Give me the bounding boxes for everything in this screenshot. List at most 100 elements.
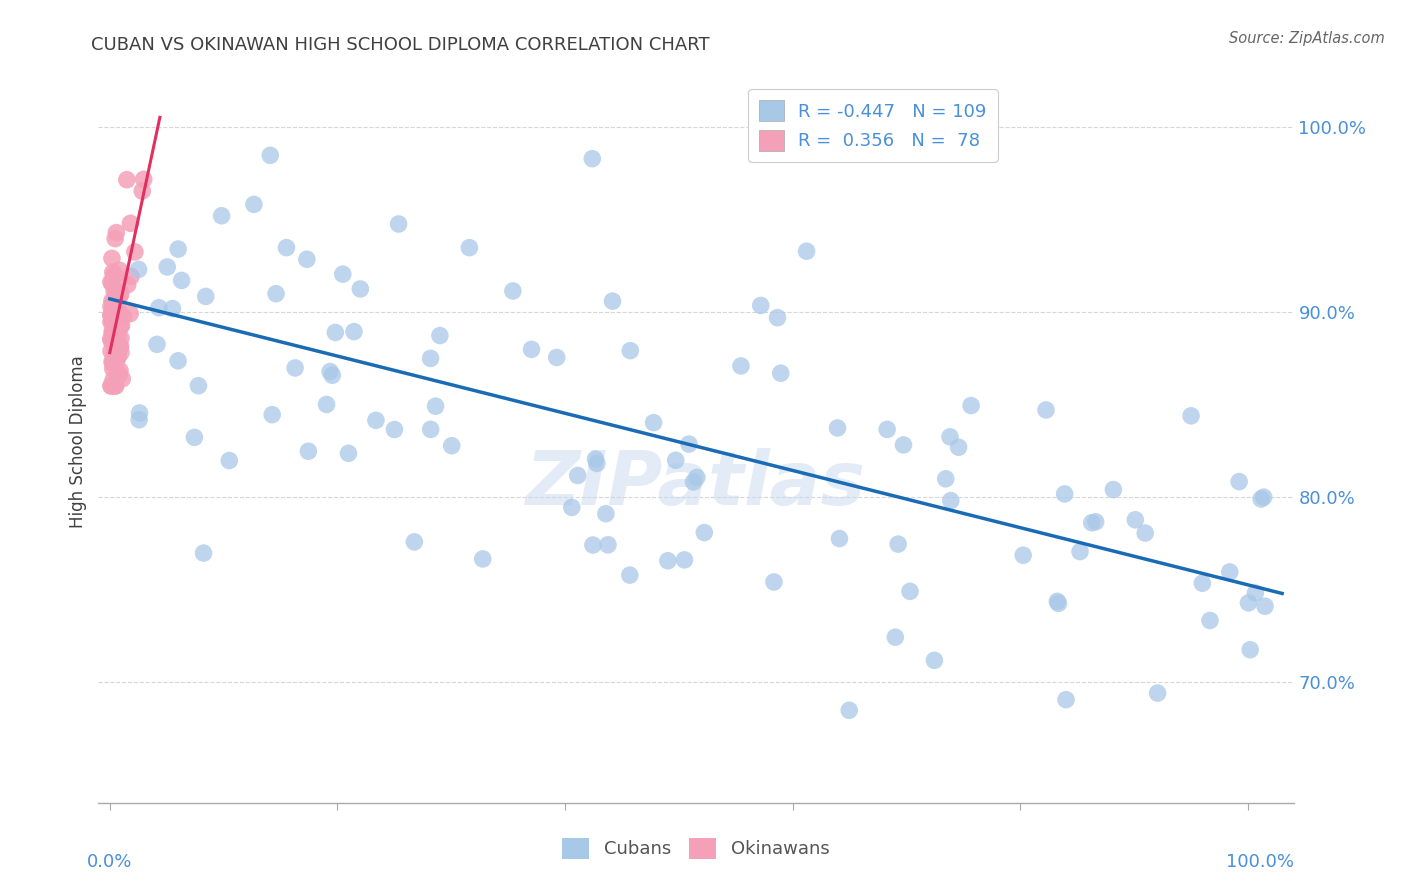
Point [602,294,624,309]
Point [1054,692,1077,706]
Point [101,301,124,315]
Point [297,444,319,458]
Point [295,252,318,267]
Point [665,453,688,467]
Point [156,260,179,274]
Point [887,537,910,551]
Point [893,438,915,452]
Point [1047,596,1070,610]
Point [101,315,124,329]
Y-axis label: High School Diploma: High School Diploma [69,355,87,528]
Point [120,269,142,284]
Point [1254,599,1277,614]
Point [101,311,124,326]
Point [167,353,190,368]
Point [128,413,150,427]
Point [162,301,184,316]
Point [585,452,607,467]
Point [100,379,122,393]
Point [101,315,124,329]
Point [103,328,125,343]
Point [321,368,343,383]
Point [582,538,605,552]
Point [167,242,190,256]
Point [349,282,371,296]
Point [132,172,155,186]
Point [1080,516,1102,530]
Point [104,379,127,393]
Point [103,305,125,319]
Point [128,262,150,277]
Point [104,308,127,322]
Point [103,268,125,282]
Point [1227,475,1250,489]
Point [104,349,127,363]
Point [108,363,131,377]
Point [146,337,169,351]
Point [107,298,129,312]
Point [596,538,619,552]
Point [101,265,124,279]
Point [103,335,125,350]
Point [1084,515,1107,529]
Point [103,351,125,365]
Point [657,554,679,568]
Point [100,344,122,359]
Point [100,331,122,345]
Point [100,300,122,314]
Point [104,352,127,367]
Text: 0.0%: 0.0% [87,854,132,871]
Point [108,368,131,382]
Point [105,351,128,365]
Point [211,209,233,223]
Text: ZIPatlas: ZIPatlas [526,449,866,522]
Point [619,343,641,358]
Point [110,345,132,359]
Point [187,378,209,392]
Point [796,244,818,259]
Point [425,399,447,413]
Point [103,357,125,371]
Point [769,366,792,380]
Point [884,630,907,644]
Point [1146,686,1168,700]
Point [1012,548,1035,562]
Point [1180,409,1202,423]
Point [103,347,125,361]
Point [110,285,132,300]
Point [107,328,129,343]
Point [108,306,131,320]
Point [111,372,134,386]
Point [440,439,463,453]
Point [471,552,494,566]
Point [1244,586,1267,600]
Point [100,308,122,322]
Point [101,354,124,368]
Point [561,500,583,515]
Point [1053,487,1076,501]
Point [315,397,337,411]
Point [243,197,266,211]
Point [749,298,772,312]
Point [924,653,946,667]
Text: 100.0%: 100.0% [1226,854,1294,871]
Point [108,340,131,354]
Point [101,331,124,345]
Point [458,241,481,255]
Point [935,472,957,486]
Point [112,310,135,324]
Point [1102,483,1125,497]
Point [218,453,240,467]
Point [766,310,789,325]
Point [259,148,281,162]
Point [1191,576,1213,591]
Point [1135,526,1157,541]
Point [101,252,124,266]
Point [183,430,205,444]
Point [105,340,128,354]
Point [546,351,568,365]
Point [939,430,962,444]
Point [838,703,860,717]
Point [110,331,132,345]
Point [595,507,617,521]
